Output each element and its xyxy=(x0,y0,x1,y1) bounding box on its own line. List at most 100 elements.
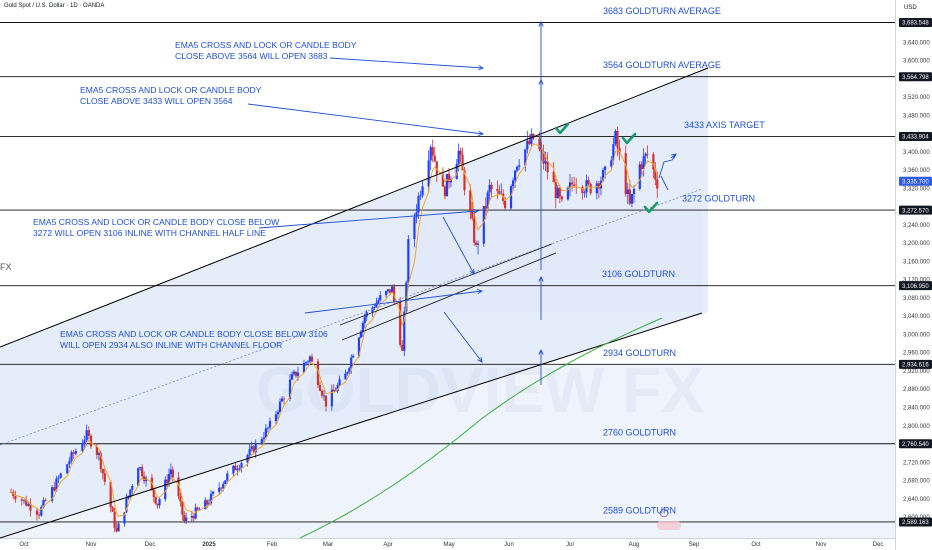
candle-body xyxy=(164,479,167,500)
price-tick-label: 2,640.000 xyxy=(903,497,930,503)
candle-body xyxy=(476,243,480,245)
candle-body xyxy=(546,161,549,172)
annotation-text: EMA5 CROSS AND LOCK OR CANDLE BODY CLOSE… xyxy=(33,217,280,227)
candle-body xyxy=(433,155,436,162)
level-label: 2934 GOLDTURN xyxy=(603,348,676,358)
candle-body xyxy=(103,473,106,482)
price-tag-label: 3,683.548 xyxy=(902,21,929,27)
price-tag xyxy=(899,176,932,186)
price-tick-label: 3,360.000 xyxy=(903,168,930,174)
candle-body xyxy=(14,496,17,500)
candle-body xyxy=(509,186,513,209)
price-tick-label: 2,720.000 xyxy=(903,460,930,466)
time-tick-label: 2025 xyxy=(202,542,216,548)
price-tick-label: 3,640.000 xyxy=(903,40,930,46)
candle-body xyxy=(626,189,629,195)
price-tag-label: 2,589.163 xyxy=(902,520,929,526)
candle-body xyxy=(125,498,128,513)
candle-body xyxy=(177,477,180,497)
candle-body xyxy=(205,500,209,505)
candle-body xyxy=(459,150,462,155)
annotation-arrow-2-head xyxy=(478,130,485,137)
time-tick-label: Nov xyxy=(816,542,827,548)
candle-body xyxy=(95,446,98,455)
candle-body xyxy=(117,523,120,532)
candle-body xyxy=(20,499,23,501)
candle-body xyxy=(415,212,418,218)
candle-body xyxy=(554,182,557,199)
candle-body xyxy=(630,194,634,204)
candle-body xyxy=(260,439,263,444)
channel-lower-line xyxy=(0,312,703,539)
candle-body xyxy=(443,186,447,197)
candle-body xyxy=(429,147,432,161)
annotation-text: EMA5 CROSS AND LOCK OR CANDLE BODY CLOSE… xyxy=(60,329,328,339)
candle-body xyxy=(654,169,657,180)
candle-body xyxy=(25,499,28,506)
time-tick-label: Jul xyxy=(566,542,574,548)
candle-body xyxy=(346,372,349,374)
candle-body xyxy=(190,516,193,518)
price-tick-label: 3,520.000 xyxy=(903,95,930,101)
left-mark: FX xyxy=(0,262,12,272)
candle-body xyxy=(330,389,333,407)
candle-body xyxy=(568,182,572,188)
candle-body xyxy=(490,184,493,190)
target-arrow-down-2 xyxy=(443,311,483,363)
projection-path xyxy=(658,153,677,179)
candle-body xyxy=(85,430,88,441)
candle-body xyxy=(504,200,507,209)
projection-arrow xyxy=(670,153,677,159)
time-tick-label: Dec xyxy=(873,542,884,548)
candle-body xyxy=(614,130,617,145)
candle-body xyxy=(209,493,213,504)
candle-body xyxy=(234,465,237,471)
candle-body xyxy=(518,165,521,167)
price-tag-label: 3,433.904 xyxy=(902,135,929,141)
candle-body xyxy=(59,473,62,478)
candle-body xyxy=(68,460,71,465)
candle-body xyxy=(154,496,157,504)
candle-body xyxy=(310,356,314,362)
candle-body xyxy=(373,307,376,309)
target-arrow-down-2-head xyxy=(477,357,483,363)
event-marker xyxy=(659,508,669,518)
candle-body xyxy=(603,166,607,170)
candle-body xyxy=(57,477,60,479)
candle-body xyxy=(624,153,627,195)
candle-body xyxy=(610,160,613,167)
checkmark-3 xyxy=(643,201,659,214)
price-tag xyxy=(899,205,932,215)
candle-body xyxy=(139,467,142,469)
candle-body xyxy=(363,316,366,324)
trendline-b xyxy=(341,252,557,341)
candle-body xyxy=(628,189,631,204)
price-tick-label: 3,600.000 xyxy=(903,59,930,65)
candle-body xyxy=(83,440,86,444)
target-arrow-down-1-head xyxy=(469,268,475,275)
candle-body xyxy=(352,355,355,358)
candle-body xyxy=(179,496,182,502)
candle-body xyxy=(218,487,221,492)
candle-body xyxy=(581,186,584,194)
candle-body xyxy=(435,161,438,175)
level-label: 3106 GOLDTURN xyxy=(602,269,675,279)
candle-body xyxy=(196,507,199,510)
candle-body xyxy=(294,371,298,376)
price-tag xyxy=(899,439,932,449)
candle-body xyxy=(427,160,430,187)
annotation-text: WILL OPEN 2934 ALSO INLINE WITH CHANNEL … xyxy=(60,340,282,350)
candle-body xyxy=(97,453,100,455)
candle-body xyxy=(282,398,286,400)
candle-body xyxy=(254,443,257,453)
candle-body xyxy=(192,516,195,519)
price-tag-label: 3,272.570 xyxy=(902,208,929,214)
target-arrow-up-low-head xyxy=(538,348,544,355)
candle-body xyxy=(496,189,499,191)
overlays xyxy=(0,20,709,539)
candle-body xyxy=(558,187,561,197)
price-tick-label: 3,080.000 xyxy=(903,296,930,302)
annotation-text: EMA5 CROSS AND LOCK OR CANDLE BODY xyxy=(80,85,262,95)
candle-body xyxy=(642,156,645,169)
